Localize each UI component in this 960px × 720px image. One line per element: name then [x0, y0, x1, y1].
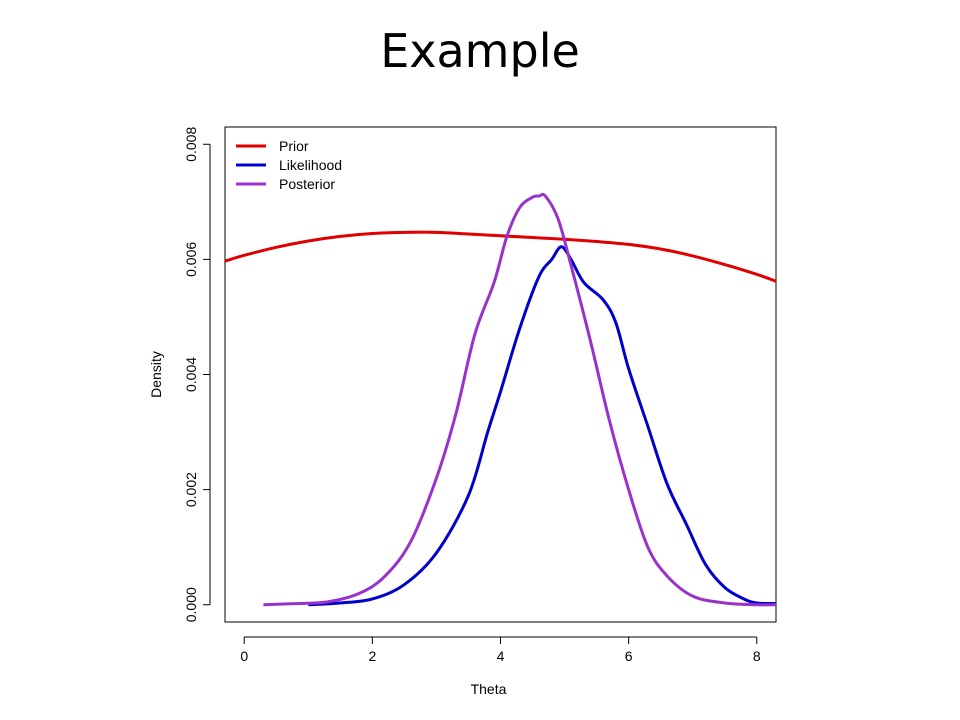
- x-tick-label: 4: [497, 648, 505, 664]
- series-line-likelihood: [308, 245, 776, 607]
- plot-frame: [224, 126, 777, 623]
- y-tick-label: 0.004: [183, 357, 199, 392]
- series-line-posterior: [263, 192, 776, 607]
- x-tick-label: 0: [240, 648, 248, 664]
- x-axis-label: Theta: [471, 681, 507, 697]
- legend-label-prior: Prior: [279, 138, 309, 154]
- series-line-prior: [225, 230, 776, 283]
- y-tick-label: 0.006: [183, 242, 199, 277]
- y-tick-label: 0.002: [183, 472, 199, 507]
- legend-label-posterior: Posterior: [279, 176, 335, 192]
- legend-label-likelihood: Likelihood: [279, 157, 342, 173]
- y-tick-label: 0.000: [183, 587, 199, 622]
- slide-title: Example: [380, 24, 580, 78]
- y-axis-label: Density: [148, 351, 164, 398]
- x-tick-label: 6: [625, 648, 633, 664]
- y-tick-label: 0.008: [183, 127, 199, 162]
- x-tick-label: 2: [368, 648, 376, 664]
- x-tick-label: 8: [753, 648, 761, 664]
